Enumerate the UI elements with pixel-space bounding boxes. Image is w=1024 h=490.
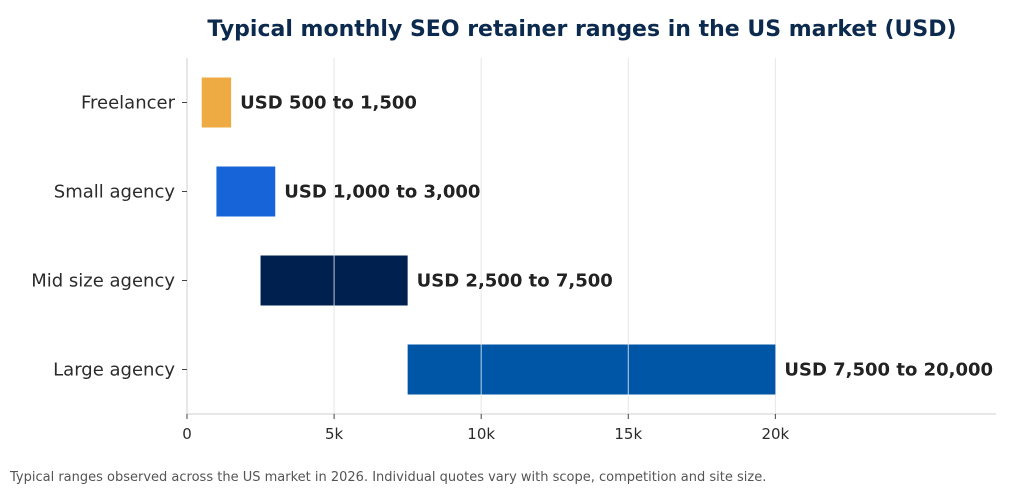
x-tick-label-2: 10k (467, 425, 495, 443)
data-label-3: USD 7,500 to 20,000 (784, 360, 993, 381)
y-category-label-1: Small agency (54, 182, 176, 203)
bar-small-agency (216, 166, 276, 217)
x-tick-label-0: 0 (182, 425, 192, 443)
y-category-label-0: Freelancer (81, 93, 176, 114)
x-tick-label-3: 15k (614, 425, 642, 443)
data-label-2: USD 2,500 to 7,500 (417, 271, 613, 292)
footnote: Typical ranges observed across the US ma… (9, 470, 766, 485)
chart-title: Typical monthly SEO retainer ranges in t… (207, 17, 956, 42)
data-label-1: USD 1,000 to 3,000 (284, 182, 480, 203)
x-tick-label-1: 5k (325, 425, 344, 443)
bars (201, 77, 776, 395)
labels: USD 500 to 1,500 USD 1,000 to 3,000 USD 2,… (240, 93, 993, 381)
y-category-label-2: Mid size agency (31, 271, 175, 292)
bar-freelancer (201, 77, 232, 128)
axes: 0 5k 10k 15k 20k Freelancer Small agency Mid si… (31, 58, 996, 443)
y-category-label-3: Large agency (53, 360, 175, 381)
data-label-0: USD 500 to 1,500 (240, 93, 417, 114)
x-tick-label-4: 20k (761, 425, 789, 443)
bar-large-agency (407, 344, 776, 395)
